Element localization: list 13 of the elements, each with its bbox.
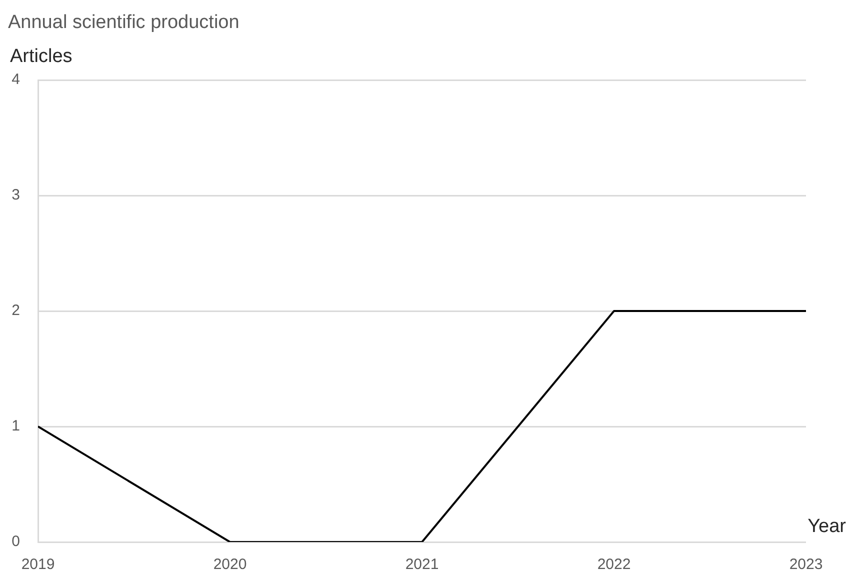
- x-tick-label: 2019: [21, 556, 55, 574]
- y-tick-label: 0: [12, 533, 20, 550]
- y-tick-label: 4: [12, 71, 20, 88]
- x-axis-title: Year: [808, 516, 846, 538]
- x-tick-label: 2020: [213, 556, 247, 574]
- x-tick-label: 2023: [789, 556, 823, 574]
- y-tick-label: 3: [12, 186, 20, 204]
- y-tick-label: 2: [12, 302, 20, 320]
- chart-title: Annual scientific production: [8, 12, 240, 34]
- x-tick-label: 2022: [597, 556, 631, 574]
- y-axis-title: Articles: [10, 46, 72, 68]
- x-tick-label: 2021: [405, 556, 439, 574]
- y-tick-label: 1: [12, 418, 20, 435]
